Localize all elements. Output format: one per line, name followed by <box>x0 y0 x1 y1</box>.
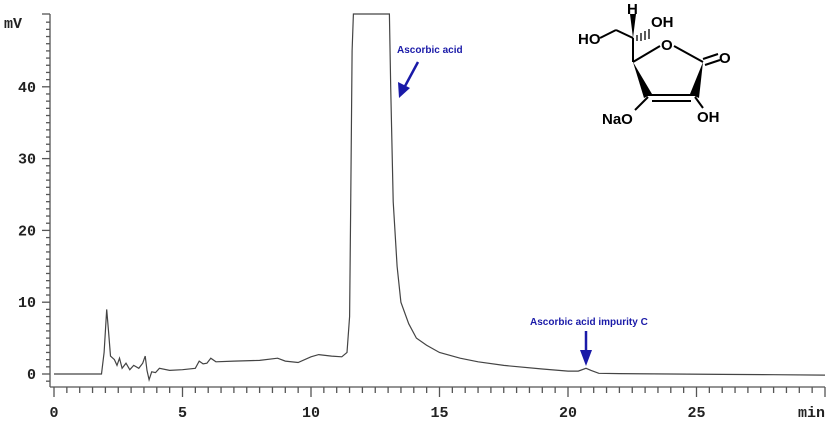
y-tick-label: 30 <box>18 152 36 169</box>
x-axis-label: min <box>798 405 825 422</box>
x-tick-label: 5 <box>178 405 187 422</box>
x-tick-label: 10 <box>302 405 320 422</box>
x-tick-label: 25 <box>687 405 705 422</box>
chromatogram-trace <box>54 13 826 382</box>
y-tick-label: 0 <box>27 367 36 384</box>
tick-labels: 0 10 20 30 40 0 5 10 15 20 25 <box>18 80 706 422</box>
x-tick-label: 15 <box>430 405 448 422</box>
y-tick-label: 40 <box>18 80 36 97</box>
atom-label: OH <box>697 109 720 126</box>
annotation-ascorbic-acid: Ascorbic acid <box>397 45 463 56</box>
annotation-impurity-c: Ascorbic acid impurity C <box>530 317 648 328</box>
atom-label: H <box>627 1 638 18</box>
arrow-icon <box>580 331 592 366</box>
atom-label: OH <box>651 14 674 31</box>
sodium-ascorbate-structure: H OH HO O O NaO OH <box>578 1 731 128</box>
atom-label: O <box>719 50 731 67</box>
y-tick-label: 20 <box>18 223 36 240</box>
y-tick-label: 10 <box>18 295 36 312</box>
atom-label: HO <box>578 31 601 48</box>
arrow-icon <box>398 61 420 98</box>
y-axis-label: mV <box>4 16 22 33</box>
x-tick-label: 20 <box>559 405 577 422</box>
x-tick-label: 0 <box>49 405 58 422</box>
axes <box>42 13 826 397</box>
atom-label: NaO <box>602 111 633 128</box>
atom-label: O <box>661 37 673 54</box>
